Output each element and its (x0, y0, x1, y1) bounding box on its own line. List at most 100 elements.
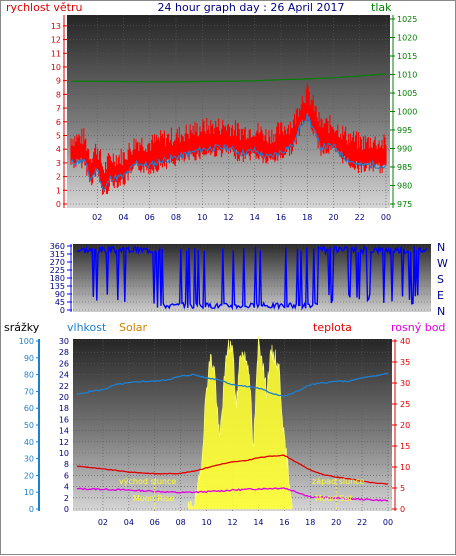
humidity-y-tick-label: 60 (24, 404, 34, 413)
precip-y-tick-label: 18 (59, 404, 69, 413)
dew-point-line (76, 487, 389, 502)
temp-y-tick-label: 5 (400, 484, 405, 493)
pressure-axis-title: tlak (371, 1, 392, 14)
dew-axis-title: rosný bod (391, 321, 445, 334)
wind-y-tick-label: 7 (56, 104, 61, 113)
wind-y-tick-label: 8 (56, 90, 61, 99)
humidity-line (76, 372, 389, 397)
humidity-y-tick-label: 50 (24, 421, 34, 430)
sunrise-label: východ slunce (119, 477, 176, 486)
wind-gust-line (70, 113, 387, 193)
humidity-y-tick-label: 20 (24, 471, 34, 480)
pressure-y-tick-label: 980 (397, 182, 412, 191)
temp-x-tick-label: 20 (331, 518, 341, 527)
precip-axis-title: srážky (4, 321, 40, 334)
wind-x-tick-label: 14 (250, 213, 260, 222)
direction-compass-label: W (437, 257, 448, 270)
wind-direction-line (76, 245, 428, 311)
precip-y-tick-label: 10 (59, 449, 69, 458)
pressure-y-tick-label: 1025 (397, 15, 417, 24)
precip-y-tick-label: 12 (59, 438, 69, 447)
wind-speed-bars (70, 83, 387, 195)
wind-y-tick-label: 10 (51, 63, 61, 72)
direction-compass-label: E (437, 289, 444, 302)
precip-y-tick-label: 2 (64, 494, 69, 503)
wind-y-tick-label: 9 (56, 77, 61, 86)
humidity-y-tick-label: 70 (24, 387, 34, 396)
pressure-y-tick-label: 1000 (397, 108, 417, 117)
temp-x-tick-label: 12 (227, 518, 237, 527)
wind-x-tick-label: 20 (328, 213, 338, 222)
precip-y-tick-label: 26 (59, 359, 69, 368)
pressure-y-tick-label: 1005 (397, 89, 417, 98)
precip-y-tick-label: 6 (64, 471, 69, 480)
direction-panel-bg (73, 244, 431, 312)
humidity-y-tick-label: 90 (24, 354, 34, 363)
moonrise-label: Moon Rise (133, 494, 174, 503)
pressure-y-tick-label: 985 (397, 163, 412, 172)
temp-y-tick-label: 10 (400, 463, 410, 472)
humidity-axis-title: vlhkost (67, 321, 107, 334)
wind-axis-title: rychlost větru (6, 1, 82, 14)
humidity-y-tick-label: 100 (19, 337, 34, 346)
pressure-y-tick-label: 975 (397, 200, 412, 209)
pressure-y-tick-label: 990 (397, 145, 412, 154)
wind-x-tick-label: 16 (276, 213, 286, 222)
temp-y-tick-label: 40 (400, 337, 410, 346)
wind-y-tick-label: 3 (56, 159, 61, 168)
temp-x-tick-label: 18 (305, 518, 315, 527)
humidity-y-tick-label: 10 (24, 488, 34, 497)
humidity-y-tick-label: 80 (24, 371, 34, 380)
temp-y-tick-label: 15 (400, 442, 410, 451)
wind-y-tick-label: 12 (51, 36, 61, 45)
direction-y-tick-label: 135 (50, 282, 65, 291)
wind-x-tick-label: 08 (171, 213, 181, 222)
temp-y-tick-label: 30 (400, 379, 410, 388)
precip-y-tick-label: 14 (59, 427, 69, 436)
direction-y-tick-label: 270 (50, 258, 65, 267)
pressure-line (71, 73, 387, 83)
temp-y-tick-label: 35 (400, 358, 410, 367)
temp-y-tick-label: 25 (400, 400, 410, 409)
direction-y-tick-label: 315 (50, 250, 65, 259)
direction-compass-label: N (437, 241, 445, 254)
sunset-label: západ slunce (312, 477, 365, 486)
wind-y-tick-label: 0 (56, 200, 61, 209)
temp-x-tick-label: 10 (201, 518, 211, 527)
direction-compass-label: N (437, 305, 445, 318)
precip-y-tick-label: 24 (59, 371, 69, 380)
pressure-y-tick-label: 1010 (397, 71, 417, 80)
precip-y-tick-label: 8 (64, 460, 69, 469)
precip-y-tick-label: 22 (59, 382, 69, 391)
precip-y-tick-label: 4 (64, 483, 69, 492)
wind-x-tick-label: 04 (118, 213, 128, 222)
precip-y-tick-label: 20 (59, 393, 69, 402)
pressure-y-tick-label: 1015 (397, 52, 417, 61)
wind-x-tick-label: 10 (197, 213, 207, 222)
temperature-line (76, 454, 389, 485)
humidity-y-tick-label: 40 (24, 438, 34, 447)
direction-y-tick-label: 225 (50, 266, 65, 275)
precip-y-tick-label: 30 (59, 337, 69, 346)
moonset-label: Moon Set (315, 494, 352, 503)
wind-x-tick-label: 22 (355, 213, 365, 222)
temp-x-tick-label: 22 (357, 518, 367, 527)
temp-x-tick-label: 14 (253, 518, 263, 527)
wind-y-tick-label: 4 (56, 145, 61, 154)
direction-y-tick-label: 45 (55, 298, 65, 307)
temp-x-tick-label: 02 (98, 518, 108, 527)
chart-title: 24 hour graph day : 26 April 2017 (158, 1, 345, 14)
temp-y-tick-label: 0 (400, 505, 405, 514)
solar-axis-title: Solar (119, 321, 148, 334)
precip-y-tick-label: 0 (64, 505, 69, 514)
wind-y-tick-label: 6 (56, 118, 61, 127)
humidity-y-tick-label: 0 (29, 505, 34, 514)
wind-y-tick-label: 11 (51, 49, 61, 58)
wind-y-tick-label: 5 (56, 131, 61, 140)
direction-compass-label: S (437, 273, 444, 286)
precip-y-tick-label: 28 (59, 348, 69, 357)
temp-x-tick-label: 08 (176, 518, 186, 527)
wind-x-tick-label: 00 (381, 213, 391, 222)
